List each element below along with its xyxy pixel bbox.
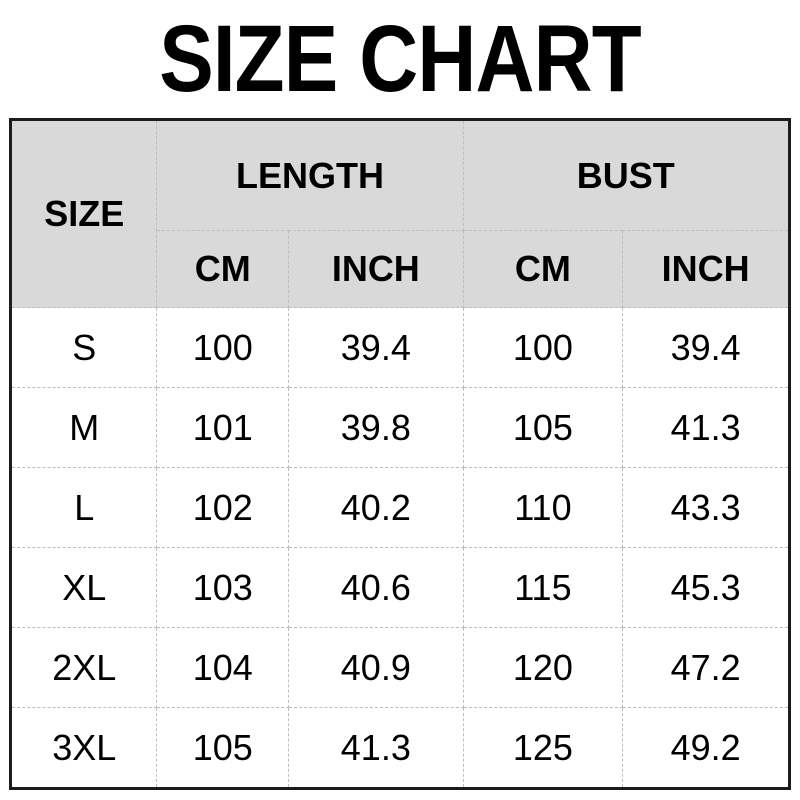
length-inch-cell: 40.6	[288, 547, 464, 628]
table-header: SIZE LENGTH BUST CM INCH CM INCH	[9, 119, 791, 308]
size-cell: S	[9, 307, 158, 388]
length-cm-header: CM	[156, 230, 290, 308]
bust-cm-header: CM	[462, 230, 624, 308]
table-row-xl: XL 103 40.6 115 45.3	[9, 547, 790, 628]
length-group-header: LENGTH	[156, 119, 464, 231]
size-cell: L	[9, 467, 158, 548]
size-cell: XL	[9, 547, 158, 628]
length-cm-cell: 101	[156, 387, 290, 468]
size-cell: 2XL	[9, 627, 158, 708]
length-cm-cell: 104	[156, 627, 290, 708]
size-column-header: SIZE	[9, 119, 158, 308]
length-inch-cell: 39.8	[288, 387, 464, 468]
bust-inch-cell: 45.3	[622, 547, 790, 628]
table-row-2xl: 2XL 104 40.9 120 47.2	[9, 627, 790, 708]
bust-group-header: BUST	[462, 119, 791, 231]
length-cm-cell: 103	[156, 547, 290, 628]
page-title-wrap: SIZE CHART	[0, 0, 800, 112]
table-row-3xl: 3XL 105 41.3 125 49.2	[9, 707, 790, 789]
bust-cm-cell: 100	[462, 307, 624, 388]
table-row-m: M 101 39.8 105 41.3	[9, 387, 790, 468]
group-header-row: SIZE LENGTH BUST	[9, 119, 791, 308]
bust-cm-cell: 110	[462, 467, 624, 548]
bust-cm-cell: 115	[462, 547, 624, 628]
length-cm-cell: 102	[156, 467, 290, 548]
bust-cm-cell: 105	[462, 387, 624, 468]
size-chart-table: SIZE LENGTH BUST CM INCH CM INCH S 100 3…	[9, 118, 791, 790]
length-inch-cell: 39.4	[288, 307, 464, 388]
length-cm-cell: 105	[156, 707, 290, 789]
length-inch-cell: 40.2	[288, 467, 464, 548]
bust-inch-header: INCH	[622, 230, 790, 308]
bust-inch-cell: 47.2	[622, 627, 790, 708]
size-cell: 3XL	[9, 707, 158, 789]
table-row-s: S 100 39.4 100 39.4	[9, 307, 790, 388]
bust-cm-cell: 125	[462, 707, 624, 789]
length-inch-header: INCH	[288, 230, 464, 308]
bust-inch-cell: 49.2	[622, 707, 790, 789]
size-cell: M	[9, 387, 158, 468]
page-title: SIZE CHART	[159, 5, 641, 112]
length-cm-cell: 100	[156, 307, 290, 388]
length-inch-cell: 41.3	[288, 707, 464, 789]
bust-inch-cell: 43.3	[622, 467, 790, 548]
sub-header-row: CM INCH CM INCH	[11, 230, 790, 308]
bust-inch-cell: 39.4	[622, 307, 790, 388]
bust-inch-cell: 41.3	[622, 387, 790, 468]
table-row-l: L 102 40.2 110 43.3	[9, 467, 790, 548]
bust-cm-cell: 120	[462, 627, 624, 708]
table-body: S 100 39.4 100 39.4 M 101 39.8 105 41.3 …	[9, 307, 790, 789]
length-inch-cell: 40.9	[288, 627, 464, 708]
